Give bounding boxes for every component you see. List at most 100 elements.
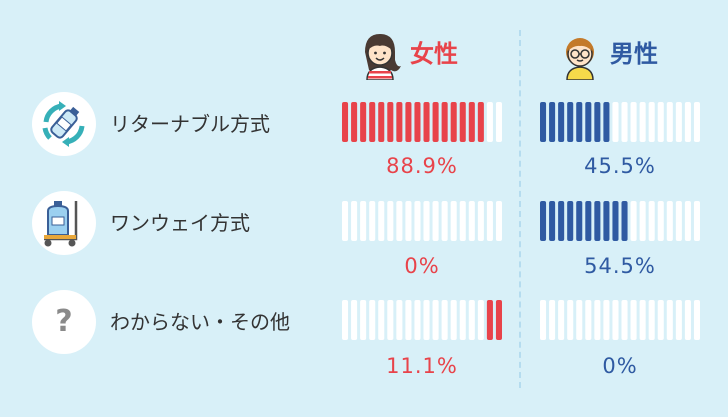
bar-segment	[567, 300, 574, 340]
bar-segment	[396, 102, 403, 142]
bar-male-returnable	[540, 102, 700, 142]
bar-segment	[450, 300, 457, 340]
bar-segment	[693, 300, 700, 340]
bar-segment	[396, 300, 403, 340]
bar-segment	[495, 201, 502, 241]
bar-segment	[576, 300, 583, 340]
bar-segment	[684, 300, 691, 340]
bar-female-oneway	[342, 201, 502, 241]
bar-segment	[360, 300, 367, 340]
bar-segment	[666, 102, 673, 142]
bar-segment	[549, 300, 556, 340]
bar-segment	[468, 300, 475, 340]
bar-segment	[405, 300, 412, 340]
bar-segment	[360, 102, 367, 142]
bar-segment	[576, 102, 583, 142]
bar-segment	[675, 102, 682, 142]
bar-segment	[603, 300, 610, 340]
bar-male-other	[540, 300, 700, 340]
column-divider	[519, 30, 521, 388]
bar-segment	[558, 102, 565, 142]
bar-segment	[405, 201, 412, 241]
bar-segment	[585, 201, 592, 241]
bar-segment	[441, 201, 448, 241]
bar-segment	[630, 300, 637, 340]
row-label-oneway: ワンウェイ方式	[110, 211, 250, 235]
bar-segment	[612, 300, 619, 340]
bar-segment	[684, 102, 691, 142]
bar-segment	[414, 300, 421, 340]
bar-segment	[567, 201, 574, 241]
pct-female-returnable: 88.9%	[386, 154, 458, 178]
bar-segment	[486, 300, 493, 340]
bar-segment	[495, 300, 502, 340]
bar-segment	[378, 300, 385, 340]
row-label-other: わからない・その他	[110, 310, 290, 334]
pct-male-oneway: 54.5%	[584, 254, 656, 278]
recycle-bottle-icon	[32, 92, 96, 156]
bar-segment	[450, 102, 457, 142]
bar-segment	[369, 300, 376, 340]
bar-segment	[351, 201, 358, 241]
bar-segment	[432, 102, 439, 142]
question-mark-icon: ?	[32, 290, 96, 354]
bar-segment	[477, 300, 484, 340]
bar-segment	[666, 201, 673, 241]
female-header-label: 女性	[410, 40, 458, 68]
bar-segment	[567, 102, 574, 142]
bar-segment	[693, 201, 700, 241]
bar-segment	[540, 300, 547, 340]
bar-segment	[549, 102, 556, 142]
bar-segment	[594, 102, 601, 142]
bar-segment	[684, 201, 691, 241]
bar-segment	[351, 102, 358, 142]
bar-segment	[414, 102, 421, 142]
male-header-label: 男性	[610, 40, 658, 68]
male-avatar-icon	[557, 30, 603, 81]
bar-segment	[603, 102, 610, 142]
bar-segment	[342, 300, 349, 340]
bar-segment	[423, 300, 430, 340]
bar-segment	[576, 201, 583, 241]
bar-segment	[450, 201, 457, 241]
bar-segment	[468, 102, 475, 142]
bar-female-other	[342, 300, 502, 340]
bar-segment	[387, 300, 394, 340]
bar-segment	[639, 201, 646, 241]
bar-segment	[396, 201, 403, 241]
pct-female-other: 11.1%	[386, 354, 458, 378]
bar-segment	[639, 300, 646, 340]
bar-segment	[630, 201, 637, 241]
bar-segment	[549, 201, 556, 241]
bar-segment	[657, 102, 664, 142]
bar-segment	[441, 300, 448, 340]
bar-segment	[459, 201, 466, 241]
bar-segment	[441, 102, 448, 142]
bar-segment	[432, 201, 439, 241]
bar-segment	[387, 201, 394, 241]
bar-segment	[477, 102, 484, 142]
bar-segment	[648, 201, 655, 241]
pct-male-other: 0%	[602, 354, 638, 378]
bar-segment	[612, 201, 619, 241]
row-label-returnable: リターナブル方式	[110, 112, 270, 136]
bar-segment	[666, 300, 673, 340]
bar-segment	[594, 300, 601, 340]
bar-segment	[657, 300, 664, 340]
bar-segment	[675, 201, 682, 241]
bar-segment	[414, 201, 421, 241]
bar-segment	[351, 300, 358, 340]
bar-segment	[387, 102, 394, 142]
bar-segment	[540, 102, 547, 142]
bar-segment	[657, 201, 664, 241]
bar-segment	[459, 300, 466, 340]
bar-segment	[369, 102, 376, 142]
bar-segment	[459, 102, 466, 142]
bar-segment	[675, 300, 682, 340]
bar-segment	[342, 102, 349, 142]
female-avatar-icon	[357, 30, 403, 81]
bar-segment	[495, 102, 502, 142]
bar-segment	[585, 300, 592, 340]
bar-segment	[423, 201, 430, 241]
water-jug-cart-icon	[32, 191, 96, 255]
